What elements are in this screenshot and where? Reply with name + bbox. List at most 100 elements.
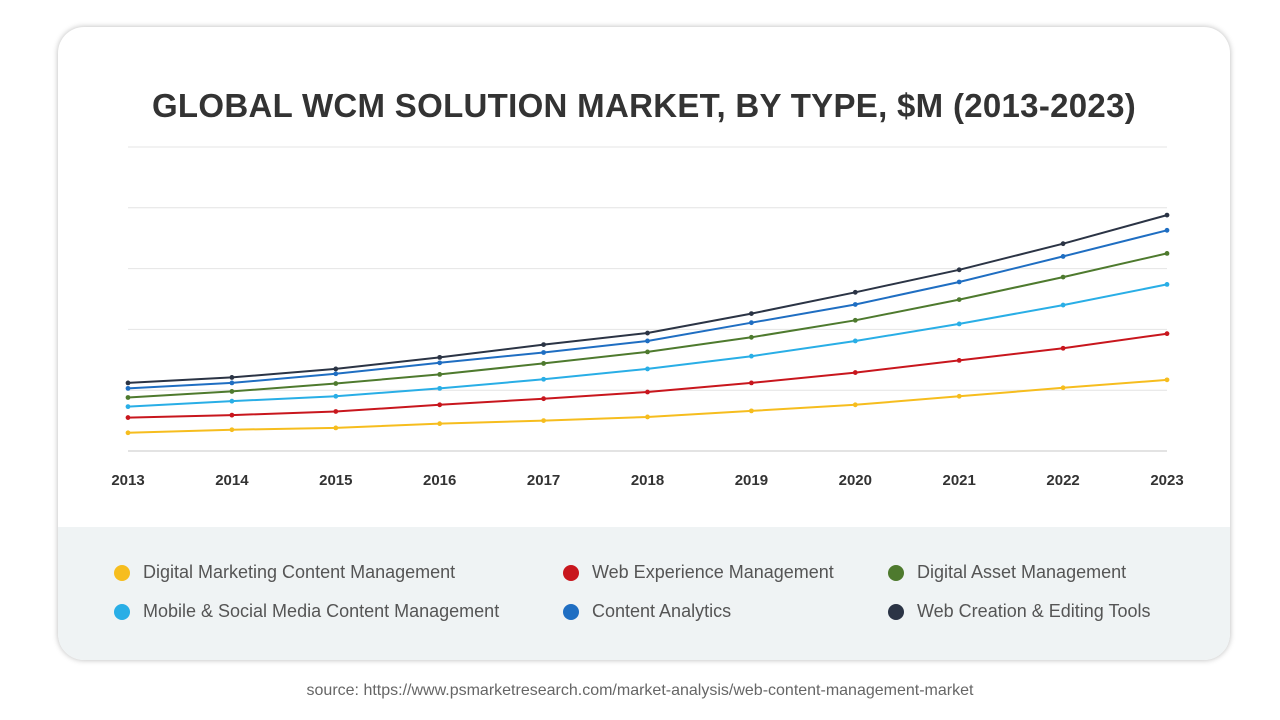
x-tick-label: 2018: [631, 472, 664, 489]
data-point: [852, 370, 858, 375]
data-point: [1060, 254, 1066, 259]
x-tick-label: 2021: [943, 472, 976, 489]
legend-item: Digital Asset Management: [888, 562, 1126, 583]
data-point: [125, 415, 131, 420]
data-point: [749, 380, 754, 386]
legend-label: Digital Asset Management: [917, 562, 1127, 582]
legend-item: Digital Marketing Content Management: [114, 562, 455, 583]
legend-swatch: [563, 564, 579, 581]
series-line: [127, 229, 1168, 390]
data-point: [645, 389, 650, 395]
legend-swatch: [563, 603, 579, 620]
legend-swatch: [114, 564, 130, 581]
x-tick-label: 2016: [423, 472, 456, 489]
x-tick-label: 2023: [1150, 472, 1183, 489]
data-point: [541, 376, 546, 382]
series-line: [127, 214, 1168, 384]
data-point: [1060, 241, 1066, 247]
data-point: [437, 421, 443, 427]
data-point: [1164, 212, 1170, 218]
data-point: [437, 385, 443, 391]
source-note: source: https://www.psmarketresearch.com…: [306, 682, 974, 699]
data-point: [229, 398, 235, 404]
data-point: [645, 366, 650, 372]
legend-label: Web Creation & Editing Tools: [917, 601, 1151, 621]
data-point: [541, 361, 546, 366]
legend-label: Digital Marketing Content Management: [143, 562, 456, 582]
x-tick-label: 2015: [319, 472, 352, 489]
data-point: [852, 302, 858, 307]
series-line: [127, 332, 1168, 419]
data-point: [437, 360, 443, 366]
data-point: [1164, 377, 1170, 383]
legend-label: Mobile & Social Media Content Management: [143, 601, 500, 621]
data-point: [645, 338, 650, 344]
data-point: [541, 418, 546, 423]
x-tick-label: 2022: [1046, 472, 1079, 489]
data-point: [229, 389, 235, 394]
data-point: [1060, 345, 1066, 351]
x-tick-label: 2013: [111, 472, 144, 489]
data-point: [541, 396, 546, 402]
data-point: [852, 402, 858, 408]
legend-item: Web Creation & Editing Tools: [888, 601, 1150, 622]
series-line: [127, 252, 1168, 399]
data-point: [333, 366, 339, 372]
data-point: [1060, 302, 1066, 308]
chart-legend: Digital Marketing Content Management Web …: [58, 527, 1230, 660]
data-point: [437, 402, 443, 408]
data-point: [437, 371, 443, 377]
data-point: [956, 267, 962, 273]
chart-title: GLOBAL WCM SOLUTION MARKET, BY TYPE, $M …: [151, 87, 1137, 124]
x-tick-label: 2017: [527, 472, 560, 489]
data-point: [333, 425, 339, 431]
line-chart: 2013 2014 2015 2016 2017 2018 2019 2020 2021 2022…: [111, 146, 1184, 489]
data-point: [645, 414, 650, 420]
data-point: [956, 321, 962, 327]
data-point: [1060, 385, 1066, 391]
data-point: [956, 297, 962, 303]
data-point: [333, 393, 339, 399]
legend-swatch: [888, 603, 904, 620]
legend-item: Web Experience Management: [563, 562, 834, 583]
data-point: [541, 350, 546, 355]
data-point: [1164, 251, 1170, 256]
data-point: [749, 334, 754, 340]
data-point: [749, 353, 754, 359]
data-point: [956, 393, 962, 399]
x-tick-label: 2019: [735, 472, 768, 489]
data-point: [749, 408, 754, 414]
data-point: [1164, 282, 1170, 287]
data-point: [852, 338, 858, 344]
data-point: [956, 358, 962, 363]
legend-swatch: [114, 603, 130, 620]
data-point: [229, 380, 235, 386]
legend-label: Content Analytics: [592, 601, 732, 621]
data-point: [125, 404, 131, 410]
data-point: [645, 330, 650, 336]
data-point: [229, 375, 235, 380]
data-point: [125, 380, 131, 386]
x-tick-label: 2020: [839, 472, 872, 489]
data-point: [125, 430, 131, 436]
legend-swatch: [888, 564, 904, 581]
data-point: [541, 342, 546, 347]
data-point: [125, 385, 131, 391]
legend-item: Content Analytics: [563, 601, 731, 622]
data-point: [749, 311, 754, 316]
x-tick-label: 2014: [215, 472, 249, 489]
data-point: [333, 409, 339, 414]
data-point: [1164, 227, 1170, 233]
data-point: [749, 320, 754, 326]
data-point: [229, 412, 235, 418]
data-point: [852, 289, 858, 295]
data-point: [956, 279, 962, 285]
data-point: [645, 349, 650, 355]
legend-label: Web Experience Management: [592, 562, 834, 582]
legend-item: Mobile & Social Media Content Management: [114, 601, 499, 622]
data-point: [333, 371, 339, 377]
data-point: [852, 317, 858, 323]
data-point: [1060, 274, 1066, 280]
data-point: [437, 354, 443, 360]
data-point: [125, 395, 131, 400]
